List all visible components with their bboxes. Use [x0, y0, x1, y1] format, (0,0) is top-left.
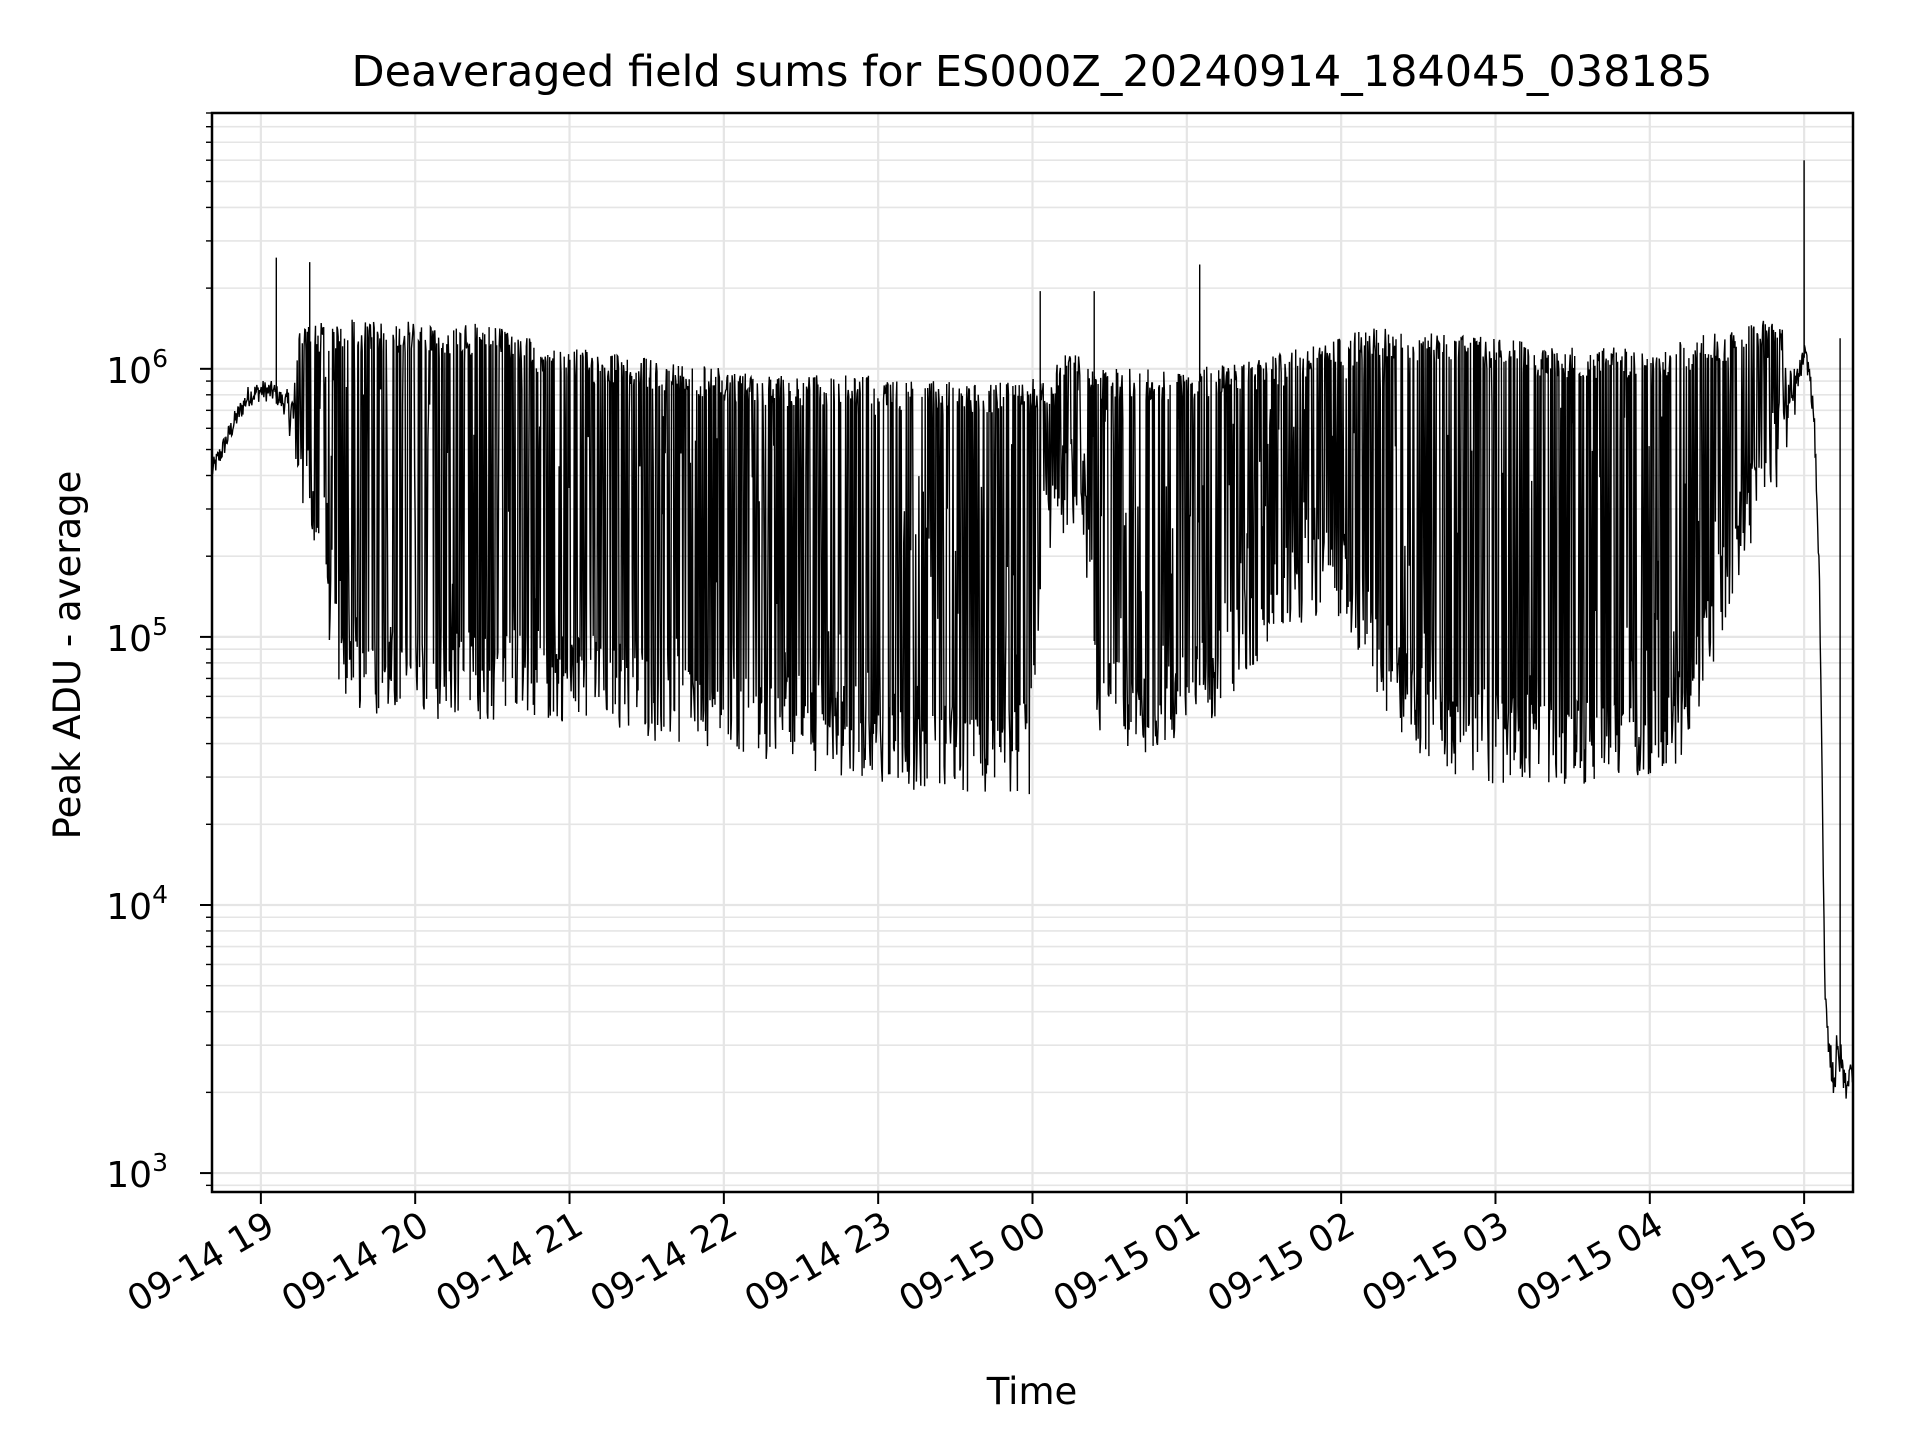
y-tick-exponent: 6: [152, 344, 168, 373]
y-axis-label: Peak ADU - average: [46, 471, 89, 840]
y-tick-exponent: 4: [152, 880, 168, 909]
chart-title: Deaveraged field sums for ES000Z_2024091…: [351, 47, 1712, 97]
x-axis-label: Time: [986, 1370, 1078, 1413]
series-layer: [211, 160, 1854, 1099]
y-tick-label: 103: [106, 1148, 168, 1196]
y-tick-exponent: 5: [152, 612, 168, 641]
y-tick-exponent: 3: [152, 1148, 168, 1177]
y-tick-base: 10: [106, 887, 152, 928]
y-tick-base: 10: [106, 619, 152, 660]
y-tick-label: 105: [106, 612, 168, 660]
series-line: [211, 160, 1854, 1099]
y-tick-base: 10: [106, 1155, 152, 1196]
y-tick-label: 106: [106, 344, 168, 392]
y-tick-base: 10: [106, 351, 152, 392]
y-tick-label: 104: [106, 880, 168, 928]
